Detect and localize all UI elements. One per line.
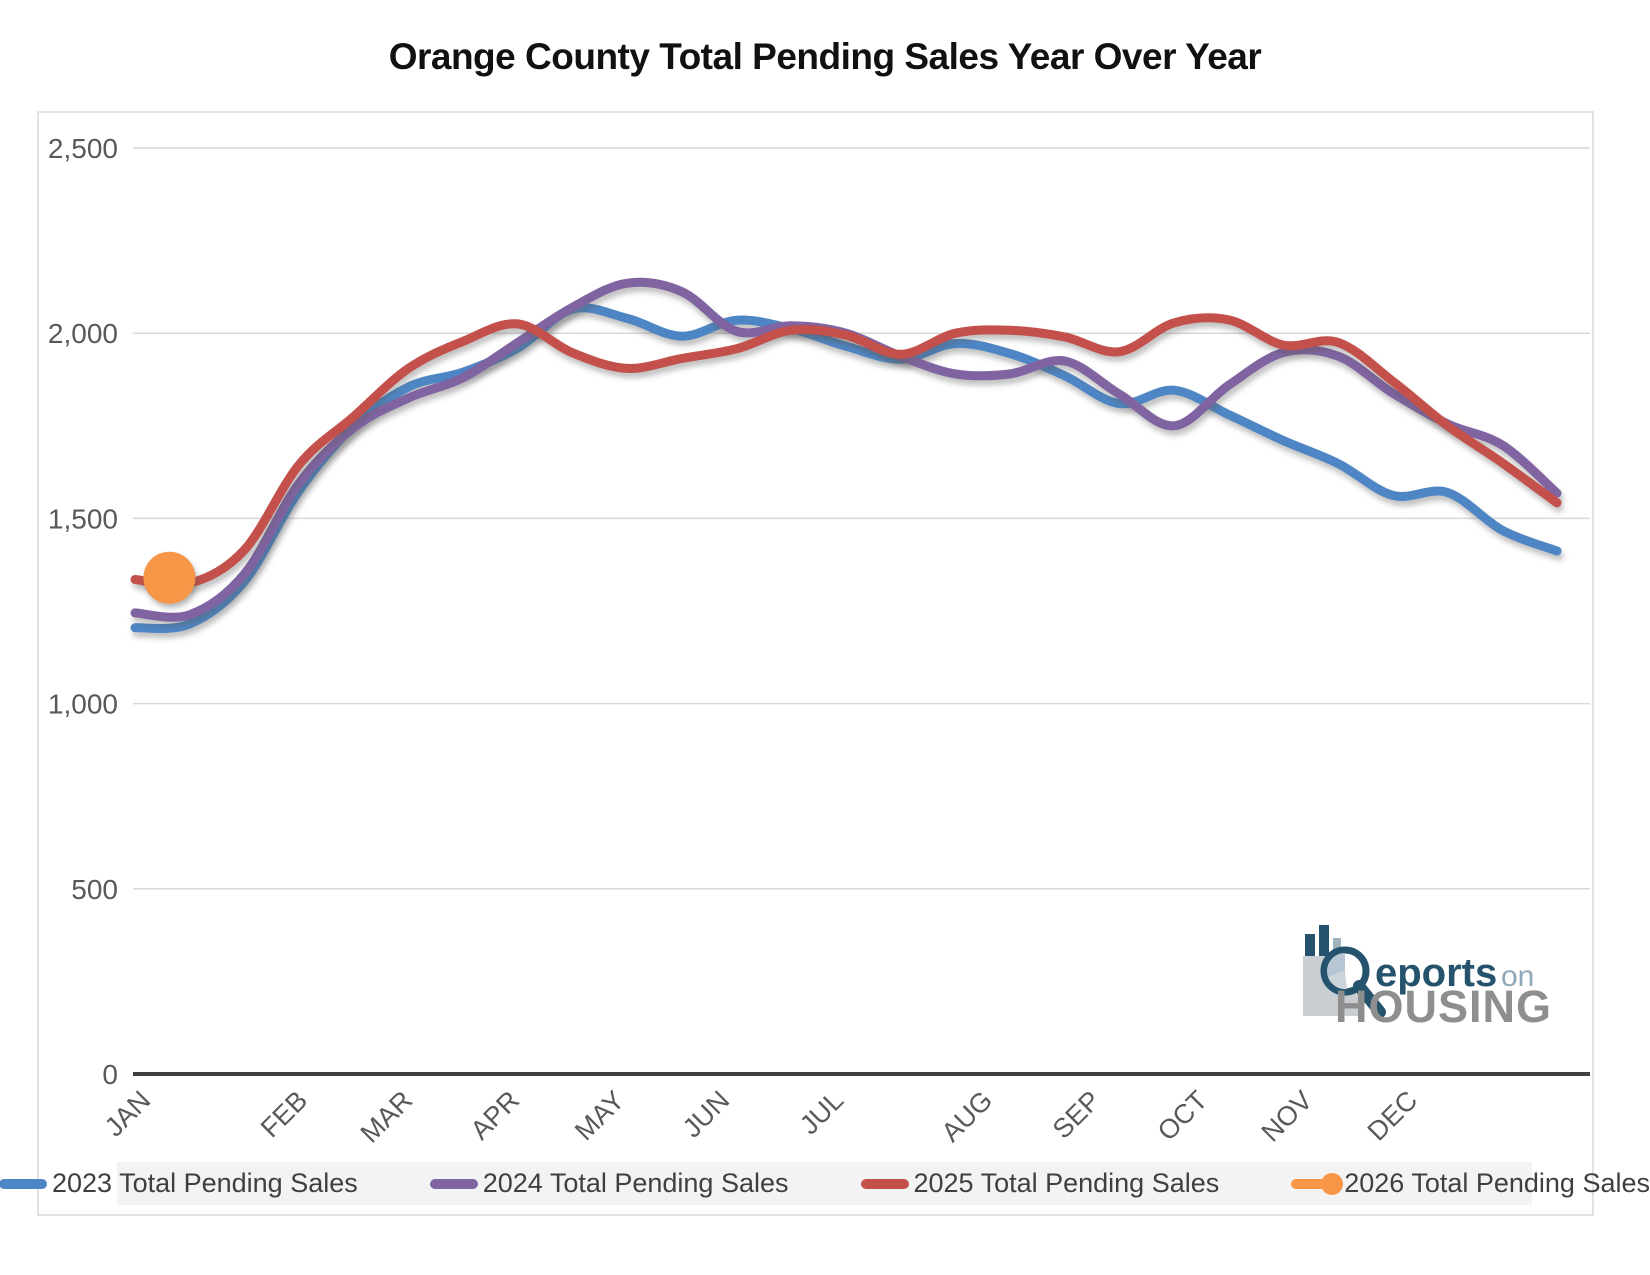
point-2026 [143, 551, 196, 604]
x-axis-label: MAY [569, 1085, 630, 1146]
y-axis-label: 2,500 [48, 133, 118, 164]
logo-bar-icon [1333, 938, 1341, 956]
x-axis-label: SEP [1047, 1085, 1106, 1144]
chart-title: Orange County Total Pending Sales Year O… [388, 36, 1262, 77]
y-axis-label: 2,000 [48, 318, 118, 349]
logo-text-on: on [1501, 960, 1534, 993]
x-axis-label: FEB [255, 1085, 313, 1143]
legend-label-2024: 2024 Total Pending Sales [482, 1168, 789, 1198]
x-axis-label: JUL [794, 1085, 849, 1140]
x-axis-label: JUN [677, 1085, 735, 1143]
x-axis-label: NOV [1256, 1085, 1319, 1148]
logo-bar-icon [1305, 934, 1315, 956]
legend-label-2025: 2025 Total Pending Sales [913, 1168, 1220, 1198]
y-axis-label: 0 [102, 1059, 118, 1090]
legend-marker-dot-icon [1321, 1172, 1344, 1195]
x-axis-label: OCT [1152, 1085, 1214, 1147]
legend-swatch-2023-line-icon [0, 1178, 47, 1189]
legend-item-2026: 2026 Total Pending Sales [1291, 1168, 1650, 1199]
x-axis-label: DEC [1362, 1085, 1424, 1147]
legend-swatch-2025-line-icon [860, 1178, 909, 1189]
y-axis-label: 500 [71, 874, 118, 905]
x-axis-label: AUG [936, 1085, 999, 1148]
logo-graphic: eports on HOUSING [1303, 925, 1552, 1032]
logo-bar-icon [1319, 925, 1329, 956]
logo-magnifier-icon [1320, 946, 1386, 1018]
logo-text-housing: HOUSING [1335, 981, 1552, 1030]
legend-item-2024: 2024 Total Pending Sales [429, 1168, 789, 1199]
legend-swatch-2026-dot-icon [1291, 1172, 1344, 1195]
plot-border [37, 111, 1594, 1216]
x-axis-label: MAR [355, 1085, 419, 1149]
legend-item-2025: 2025 Total Pending Sales [860, 1168, 1220, 1199]
legend-label-2026: 2026 Total Pending Sales [1344, 1168, 1650, 1198]
logo-text-reports: eports [1375, 951, 1497, 995]
y-axis-label: 1,000 [48, 689, 118, 720]
reports-on-housing-logo: eports on HOUSING [1295, 920, 1585, 1032]
line-2025 [130, 313, 1562, 590]
legend-label-2023: 2023 Total Pending Sales [52, 1168, 358, 1198]
x-axis-label: JAN [99, 1085, 156, 1142]
chart-legend: 2023 Total Pending Sales 2024 Total Pendi… [0, 1162, 1650, 1205]
y-axis-label: 1,500 [48, 503, 118, 534]
x-axis-label: APR [465, 1085, 525, 1145]
legend-item-2023: 2023 Total Pending Sales [0, 1168, 358, 1199]
legend-swatch-2024-line-icon [429, 1178, 478, 1189]
